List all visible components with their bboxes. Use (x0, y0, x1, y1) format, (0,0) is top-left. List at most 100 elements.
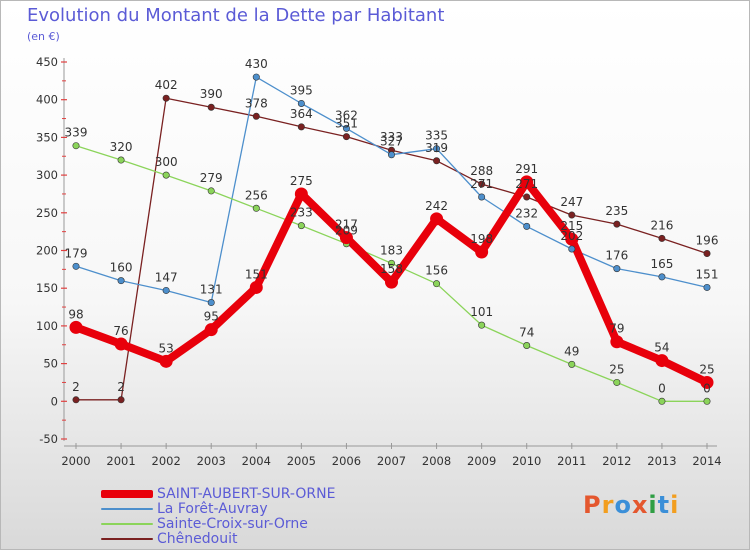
logo-letter: t (657, 491, 671, 519)
data-label: 209 (335, 224, 358, 238)
x-tick-label: 2002 (152, 454, 181, 468)
logo-letter: i (648, 491, 658, 519)
series-point (655, 354, 669, 368)
series-point (523, 193, 531, 201)
data-label: 158 (380, 262, 403, 276)
series-point (610, 335, 624, 349)
data-label: 151 (696, 267, 719, 281)
series-point (478, 321, 486, 329)
legend-item-saint-aubert: SAINT-AUBERT-SUR-ORNE (101, 486, 335, 502)
series-point (72, 396, 80, 404)
data-label: 74 (519, 326, 534, 340)
series-point (430, 212, 444, 226)
series-point (520, 175, 534, 189)
chart-subtitle: (en €) (27, 30, 60, 43)
data-label: 198 (470, 232, 493, 246)
series-point (568, 245, 576, 253)
series-point (387, 151, 395, 159)
y-tick-label: 400 (36, 93, 58, 107)
series-point (478, 193, 486, 201)
data-label: 390 (200, 87, 223, 101)
chart-points (69, 73, 714, 405)
logo-letter: r (601, 491, 615, 519)
data-label: 291 (515, 162, 538, 176)
data-label: 232 (515, 206, 538, 220)
series-point (475, 245, 489, 259)
data-label: 76 (113, 324, 128, 338)
series-point (207, 103, 215, 111)
data-label: 430 (245, 57, 268, 71)
data-label: 79 (609, 322, 624, 336)
x-tick-label: 2005 (287, 454, 316, 468)
series-point (117, 156, 125, 164)
y-tick-label: 100 (36, 319, 58, 333)
series-point (207, 187, 215, 195)
series-point (162, 94, 170, 102)
series-point (433, 157, 441, 165)
data-label: 351 (335, 117, 358, 131)
data-label: 53 (159, 341, 174, 355)
data-label: 320 (110, 140, 133, 154)
series-point (252, 73, 260, 81)
data-label: 271 (470, 177, 493, 191)
series-point (385, 275, 398, 289)
data-label: 131 (200, 283, 223, 297)
y-tick-label: 200 (36, 244, 58, 258)
series-point (162, 286, 170, 294)
series-point (207, 299, 215, 307)
data-label: 0 (703, 381, 711, 395)
data-label: 156 (425, 264, 448, 278)
x-tick-label: 2009 (467, 454, 496, 468)
series-point (565, 232, 579, 246)
series-point (703, 250, 711, 258)
y-tick-label: -50 (39, 432, 58, 446)
series-point (523, 222, 531, 230)
data-label: 176 (605, 249, 628, 263)
series-point (297, 123, 305, 131)
series-point (342, 124, 350, 132)
data-label: 165 (650, 257, 673, 271)
series-point (294, 187, 308, 201)
series-point (114, 337, 128, 351)
data-label: 202 (560, 229, 583, 243)
series-point (72, 142, 80, 150)
data-label: 25 (609, 362, 624, 376)
data-label: 0 (658, 381, 666, 395)
series-point (568, 360, 576, 368)
series-point (297, 99, 305, 107)
series-point (117, 277, 125, 285)
chart-data-labels: 2 240239037836435133331928827124723521619… (65, 57, 719, 395)
series-point (613, 220, 621, 228)
data-label: 275 (290, 174, 313, 188)
y-tick-label: 0 (51, 394, 58, 408)
series-point (252, 112, 260, 120)
series-point (568, 211, 576, 219)
logo-letter: P (583, 491, 602, 519)
series-point (523, 342, 531, 350)
x-tick-label: 2010 (512, 454, 541, 468)
data-label: 216 (650, 218, 673, 232)
series-point (703, 283, 711, 291)
x-tick-label: 2012 (602, 454, 631, 468)
x-tick-label: 2000 (61, 454, 90, 468)
series-point (613, 378, 621, 386)
data-label: 378 (245, 96, 268, 110)
series-point (69, 320, 83, 334)
series-point (433, 280, 441, 288)
data-label: 319 (425, 141, 448, 155)
x-tick-label: 2008 (422, 454, 451, 468)
logo-letter: i (670, 491, 680, 519)
y-tick-label: 350 (36, 130, 58, 144)
data-label: 271 (515, 177, 538, 191)
series-point (339, 231, 353, 245)
data-label: 333 (380, 130, 403, 144)
series-point (658, 273, 666, 281)
data-label: 233 (290, 206, 313, 220)
y-tick-label: 450 (36, 55, 58, 69)
series-point (613, 265, 621, 273)
proxiti-logo: Proxiti (583, 491, 679, 519)
data-label: 2 (72, 380, 80, 394)
series-point (297, 222, 305, 230)
series-point (72, 262, 80, 270)
